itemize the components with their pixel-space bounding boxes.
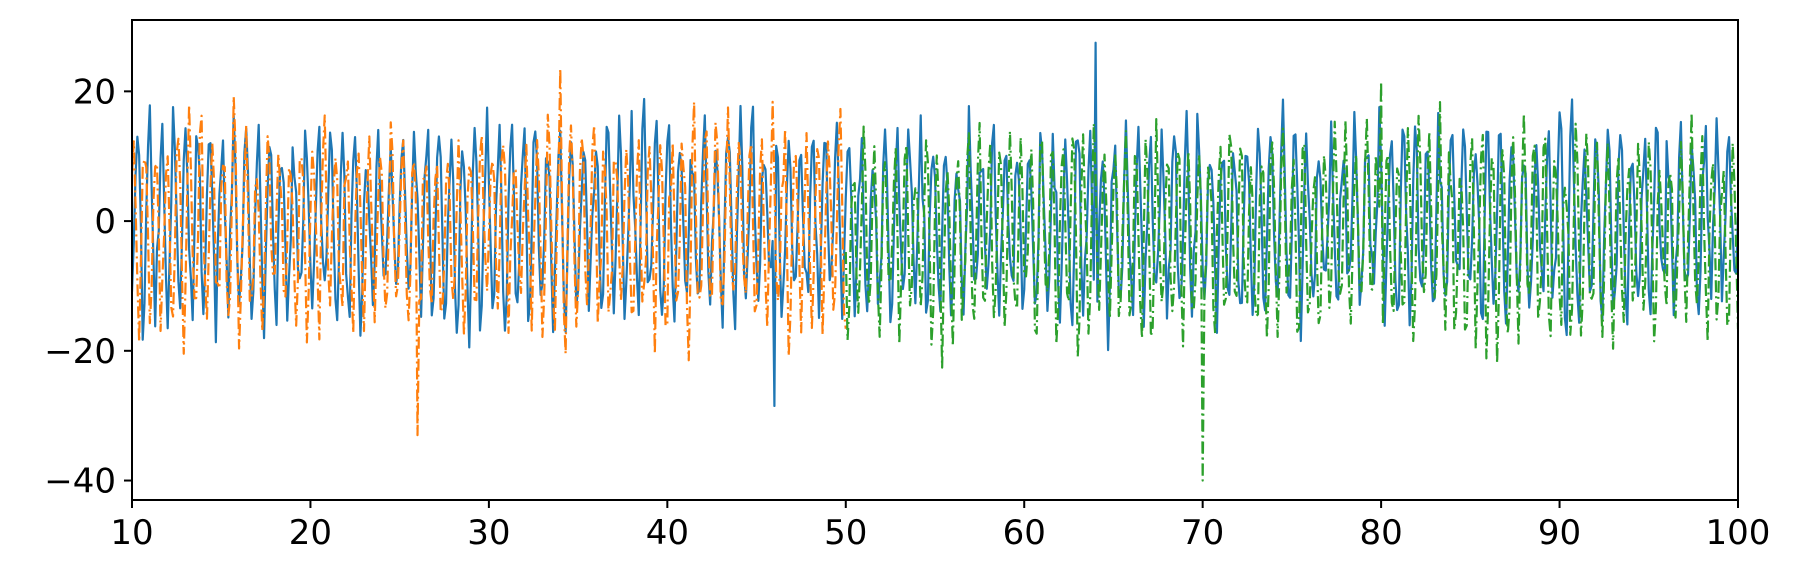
x-tick-label-50: 50	[824, 513, 867, 553]
plot-frame	[131, 19, 1739, 501]
x-tick-label-10: 10	[110, 513, 153, 553]
series-line-2	[132, 67, 847, 437]
y-tick-label-0: 20	[73, 72, 116, 112]
x-tick-label-30: 30	[467, 513, 510, 553]
y-tick-label-3: −40	[44, 462, 116, 502]
x-tick-label-80: 80	[1359, 513, 1402, 553]
x-tick-label-90: 90	[1538, 513, 1581, 553]
x-axis: 10 20 30 40 50 60 70 80 90 100	[110, 500, 1770, 553]
series-line-3	[844, 80, 1738, 482]
x-tick-label-70: 70	[1181, 513, 1224, 553]
y-axis: 20 0 −20 −40	[44, 72, 132, 502]
x-tick-label-100: 100	[1706, 513, 1771, 553]
x-tick-label-20: 20	[289, 513, 332, 553]
y-tick-label-1: 0	[94, 202, 116, 242]
x-tick-label-60: 60	[1003, 513, 1046, 553]
x-tick-label-40: 40	[646, 513, 689, 553]
y-tick-label-2: −20	[44, 332, 116, 372]
series-layer	[132, 41, 1738, 482]
